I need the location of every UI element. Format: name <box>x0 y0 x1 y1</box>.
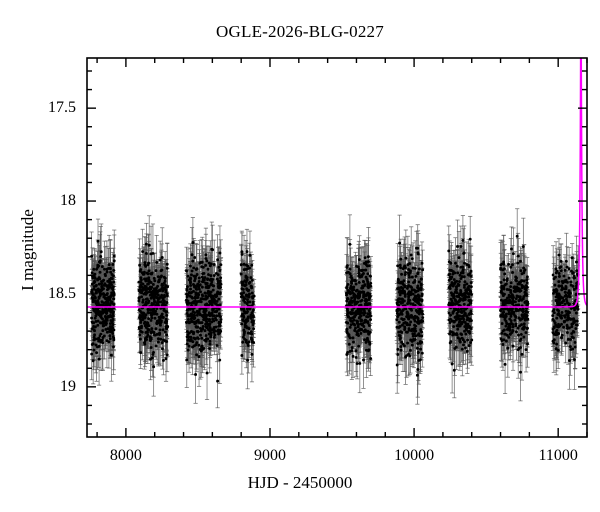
y-axis-label: I magnitude <box>18 209 37 291</box>
y-tick-label: 18 <box>60 192 76 210</box>
x-tick-label: 10000 <box>394 447 435 464</box>
y-tick-label: 18.5 <box>48 284 76 302</box>
x-axis-ticks <box>96 58 588 437</box>
x-tick-label: 8000 <box>109 447 142 464</box>
data-points <box>90 234 580 383</box>
x-axis-label: HJD - 2450000 <box>247 473 353 492</box>
y-axis-ticks <box>87 70 587 425</box>
x-tick-label: 11000 <box>538 447 578 464</box>
plot-frame <box>86 57 588 438</box>
page-title: OGLE-2026-BLG-0227 <box>216 22 384 41</box>
y-tick-label: 19 <box>60 377 76 395</box>
model-curve <box>87 58 587 308</box>
x-tick-label: 9000 <box>253 447 286 464</box>
y-tick-label: 17.5 <box>48 99 76 117</box>
